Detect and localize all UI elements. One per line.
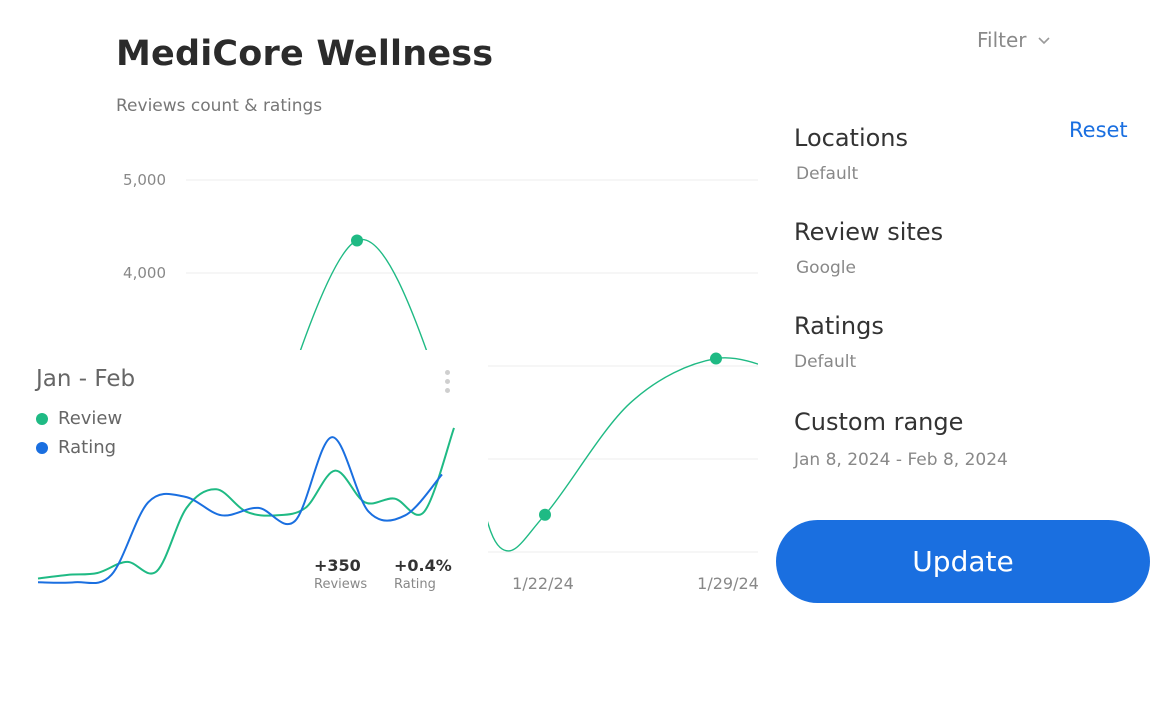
- mini-legend: Review Rating: [36, 408, 122, 458]
- mini-chart-series: [37, 427, 455, 585]
- legend-dot-rating: [36, 441, 48, 454]
- chart-markers: [351, 234, 722, 521]
- page-title: MediCore Wellness: [116, 34, 494, 74]
- mini-card-title: Jan - Feb: [36, 366, 136, 392]
- x-tick-label: 1/29/24: [697, 574, 759, 593]
- legend-item-review: Review: [36, 408, 122, 429]
- data-point-review[interactable]: [710, 352, 722, 365]
- filter-label-review-sites: Review sites: [794, 218, 944, 246]
- filter-review-sites[interactable]: Review sites Google: [794, 218, 943, 278]
- x-tick-label: 1/22/24: [512, 574, 574, 593]
- y-tick-label: 4,000: [123, 264, 166, 282]
- stat-reviews: +350 Reviews: [314, 556, 367, 592]
- stat-rating-value: +0.4%: [394, 556, 452, 575]
- filter-value-custom-range[interactable]: Jan 8, 2024 - Feb 8, 2024: [794, 450, 1008, 470]
- more-vertical-icon[interactable]: [440, 370, 454, 400]
- filter-value-ratings[interactable]: Default: [794, 352, 857, 372]
- series-line-review: [239, 238, 758, 552]
- filter-label-ratings: Ratings: [794, 312, 884, 340]
- stat-rating-label: Rating: [394, 577, 436, 592]
- legend-item-rating: Rating: [36, 437, 122, 458]
- filter-label-locations: Locations: [794, 124, 909, 152]
- filter-value-locations[interactable]: Default: [796, 164, 859, 184]
- mini-trend-card: Jan - Feb Review Rating +350 Reviews +0.…: [22, 350, 488, 612]
- page-subtitle: Reviews count & ratings: [116, 96, 323, 116]
- mini-series-line-rating: [37, 436, 443, 585]
- filter-custom-range[interactable]: Custom range Jan 8, 2024 - Feb 8, 2024: [794, 408, 1008, 470]
- legend-label-rating: Rating: [58, 437, 117, 458]
- filter-label: Filter: [977, 28, 1027, 52]
- filter-dropdown[interactable]: Filter: [977, 28, 1051, 52]
- legend-label-review: Review: [58, 408, 123, 429]
- legend-dot-review: [36, 412, 48, 425]
- filter-locations[interactable]: Locations Default: [794, 124, 908, 184]
- data-point-review[interactable]: [539, 508, 551, 521]
- data-point-review[interactable]: [351, 234, 363, 247]
- update-button[interactable]: Update: [776, 520, 1150, 603]
- filter-label-custom-range: Custom range: [794, 408, 964, 436]
- y-tick-label: 5,000: [123, 171, 166, 189]
- stat-reviews-value: +350: [314, 556, 361, 575]
- filter-value-review-sites[interactable]: Google: [796, 258, 856, 278]
- stat-reviews-label: Reviews: [314, 577, 368, 592]
- stat-rating: +0.4% Rating: [394, 556, 452, 592]
- mini-series-line-review: [37, 427, 455, 580]
- chart-series: [239, 238, 758, 552]
- x-axis-ticks: 1/22/24 1/29/24: [512, 574, 759, 593]
- reset-link[interactable]: Reset: [1069, 118, 1128, 142]
- mini-trend-chart: [37, 427, 455, 585]
- chevron-down-icon: [1037, 37, 1050, 45]
- filter-ratings[interactable]: Ratings Default: [794, 312, 884, 372]
